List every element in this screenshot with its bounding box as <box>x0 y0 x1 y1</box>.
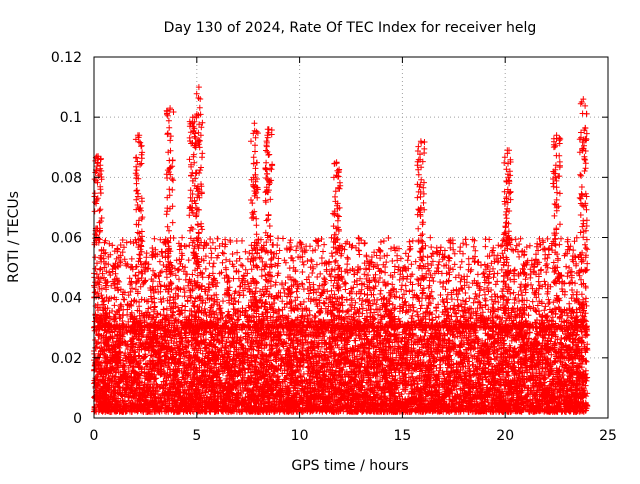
x-tick-label: 15 <box>393 428 411 444</box>
x-tick-label: 25 <box>599 428 617 444</box>
y-tick-label: 0.02 <box>51 351 82 367</box>
y-tick-label: 0.1 <box>60 110 82 126</box>
chart-title: Day 130 of 2024, Rate Of TEC Index for r… <box>164 20 537 36</box>
x-tick-label: 0 <box>90 428 99 444</box>
data-points <box>91 84 591 415</box>
y-tick-label: 0.08 <box>51 170 82 186</box>
roti-markers <box>91 84 591 415</box>
x-tick-label: 20 <box>496 428 514 444</box>
y-tick-label: 0.12 <box>51 50 82 66</box>
y-tick-label: 0.06 <box>51 231 82 247</box>
x-axis-label: GPS time / hours <box>291 458 408 474</box>
axes <box>93 56 609 419</box>
x-tick-label: 10 <box>291 428 309 444</box>
y-axis-label: ROTI / TECUs <box>6 191 22 283</box>
x-tick-label: 5 <box>192 428 201 444</box>
tick-labels: 0 5 10 15 20 25 0 0.02 0.04 0.06 0.08 0.1 0.12 <box>51 50 617 444</box>
y-tick-label: 0 <box>73 411 82 427</box>
y-tick-label: 0.04 <box>51 291 82 307</box>
